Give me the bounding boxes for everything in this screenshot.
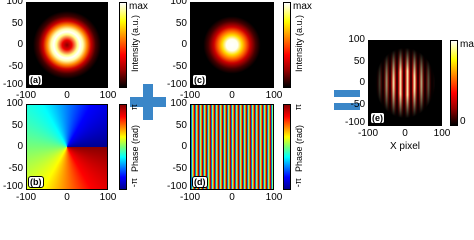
colorbar xyxy=(450,40,458,126)
image-panel xyxy=(26,104,108,190)
image-panel xyxy=(26,2,108,88)
equals-sign xyxy=(334,90,360,97)
y-tick-label: -50 xyxy=(350,98,365,110)
y-tick-label: -100 xyxy=(2,181,23,192)
x-tick-label: 0 xyxy=(229,192,235,203)
colorbar-top-label: max xyxy=(129,1,148,12)
x-tick-label: 100 xyxy=(265,90,283,101)
x-tick-label: 0 xyxy=(402,128,408,139)
y-tick-label: 0 xyxy=(181,39,187,50)
x-tick-label: 100 xyxy=(433,128,451,139)
y-tick-label: 0 xyxy=(17,39,23,50)
x-tick-label: -100 xyxy=(15,90,36,101)
colorbar-top-label: π xyxy=(293,104,303,111)
panel-label: (e) xyxy=(370,112,385,124)
x-tick-label: 100 xyxy=(99,90,117,101)
x-tick-label: -100 xyxy=(357,128,378,139)
colorbar-bottom-label: -π xyxy=(293,178,303,188)
y-tick-label: -50 xyxy=(8,162,23,174)
y-tick-label: 100 xyxy=(170,98,187,109)
x-tick-label: -100 xyxy=(179,192,200,203)
panel-label: (a) xyxy=(28,74,43,86)
x-tick-label: -100 xyxy=(179,90,200,101)
panel-label: (c) xyxy=(192,74,207,86)
plus-sign xyxy=(143,84,153,120)
colorbar-top-label: max xyxy=(460,39,474,50)
equals-sign xyxy=(334,103,360,110)
colorbar-bottom-label: -π xyxy=(129,178,139,188)
y-tick-label: 50 xyxy=(353,55,365,67)
colorbar-title: Intensity (a.u.) xyxy=(130,14,140,72)
image-panel xyxy=(190,104,274,190)
y-tick-label: 0 xyxy=(17,141,23,152)
y-tick-label: -100 xyxy=(166,181,187,192)
image-panel xyxy=(190,2,274,88)
y-tick-label: -100 xyxy=(166,79,187,90)
colorbar-bottom-label: 0 xyxy=(460,116,466,127)
x-tick-label: 100 xyxy=(265,192,283,203)
panel-label: (d) xyxy=(192,176,208,188)
colorbar-title: Phase (rad) xyxy=(294,124,304,172)
y-tick-label: -50 xyxy=(8,60,23,72)
colorbar-top-label: max xyxy=(293,1,312,12)
colorbar xyxy=(119,2,127,88)
y-tick-label: 0 xyxy=(181,141,187,152)
x-tick-label: 0 xyxy=(64,90,70,101)
x-tick-label: -100 xyxy=(15,192,36,203)
y-tick-label: 0 xyxy=(359,77,365,88)
x-tick-label: 0 xyxy=(64,192,70,203)
y-tick-label: 100 xyxy=(348,34,365,45)
y-tick-label: -100 xyxy=(344,117,365,128)
y-tick-label: -50 xyxy=(172,162,187,174)
y-tick-label: 100 xyxy=(6,98,23,109)
y-tick-label: 100 xyxy=(6,0,23,7)
figure: (a) 100 50 0 -50 -100 -100 0 100 max Intensity (a.… xyxy=(2,0,474,203)
y-tick-label: 50 xyxy=(11,119,23,131)
image-panel xyxy=(368,40,442,126)
y-tick-label: -50 xyxy=(172,60,187,72)
y-tick-label: 100 xyxy=(170,0,187,7)
colorbar-title: Phase (rad) xyxy=(130,124,140,172)
colorbar xyxy=(119,104,127,190)
colorbar-top-label: π xyxy=(129,104,139,111)
colorbar-title: Intensity (a.u.) xyxy=(294,14,304,72)
x-axis-label: X pixel xyxy=(389,141,420,152)
panel-label: (b) xyxy=(28,176,44,188)
y-tick-label: 50 xyxy=(175,17,187,29)
colorbar xyxy=(283,104,291,190)
y-tick-label: 50 xyxy=(175,119,187,131)
x-tick-label: 100 xyxy=(99,192,117,203)
y-tick-label: -100 xyxy=(2,79,23,90)
y-tick-label: 50 xyxy=(11,17,23,29)
x-tick-label: 0 xyxy=(229,90,235,101)
colorbar xyxy=(283,2,291,88)
